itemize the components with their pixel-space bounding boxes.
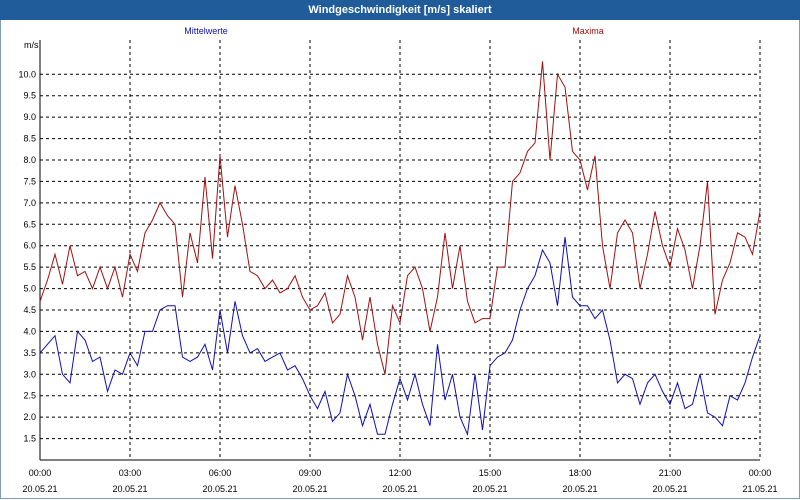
y-tick-label: 4.5 [23,305,36,315]
chart-title: Windgeschwindigkeit [m/s] skaliert [308,4,492,16]
y-tick-label: 9.0 [23,112,36,122]
y-tick-label: 8.0 [23,155,36,165]
y-tick-label: 8.5 [23,134,36,144]
x-tick-date-label: 20.05.21 [22,484,57,494]
y-tick-label: 2.5 [23,391,36,401]
y-axis-unit-label: m/s [24,40,39,50]
y-tick-label: 4.0 [23,326,36,336]
x-tick-time-label: 06:00 [209,468,232,478]
y-tick-label: 10.0 [18,69,36,79]
x-tick-time-label: 21:00 [659,468,682,478]
grid [39,40,761,461]
x-axis: 00:00 20.05.21 03:00 20.05.21 06:00 20.05.21 0… [22,468,777,494]
x-tick-date-label: 20.05.21 [112,484,147,494]
y-tick-label: 2.0 [23,412,36,422]
y-axis: 1.5 2.0 2.5 3.0 3.5 4.0 4.5 5.0 5.5 6.0 6.5 7.0 7.5 8… [18,69,36,443]
series-line-mean [39,237,761,437]
y-tick-label: 3.0 [23,369,36,379]
y-tick-label: 9.5 [23,91,36,101]
y-tick-label: 3.5 [23,348,36,358]
x-tick-date-label: 21.05.21 [742,484,777,494]
y-tick-label: 5.0 [23,284,36,294]
x-tick-time-label: 00:00 [749,468,772,478]
x-tick-date-label: 20.05.21 [292,484,327,494]
series-lines [39,61,761,437]
x-tick-time-label: 15:00 [479,468,502,478]
x-tick-time-label: 00:00 [29,468,52,478]
x-tick-date-label: 20.05.21 [562,484,597,494]
x-tick-time-label: 18:00 [569,468,592,478]
legend-max: Maxima [572,26,604,36]
y-tick-label: 7.5 [23,176,36,186]
x-tick-date-label: 20.05.21 [382,484,417,494]
y-tick-label: 6.0 [23,241,36,251]
x-tick-time-label: 09:00 [299,468,322,478]
x-tick-date-label: 20.05.21 [202,484,237,494]
y-tick-label: 6.5 [23,219,36,229]
chart-title-bar: Windgeschwindigkeit [m/s] skaliert [0,0,800,20]
y-tick-label: 7.0 [23,198,36,208]
y-tick-label: 1.5 [23,434,36,444]
series-line-max [39,61,761,375]
x-tick-date-label: 20.05.21 [652,484,687,494]
x-tick-date-label: 20.05.21 [472,484,507,494]
x-tick-time-label: 12:00 [389,468,412,478]
x-tick-time-label: 03:00 [119,468,142,478]
legend-mean: Mittelwerte [184,26,228,36]
y-tick-label: 5.5 [23,262,36,272]
